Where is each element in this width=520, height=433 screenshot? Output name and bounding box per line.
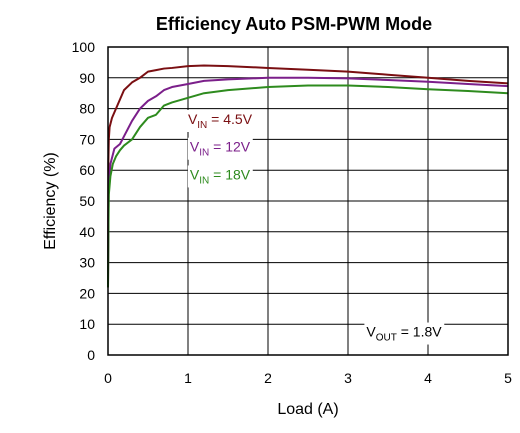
y-tick-label: 80	[79, 101, 95, 117]
annotation-background	[185, 110, 255, 132]
annotation-value: = 1.8V	[397, 324, 442, 340]
plot-frame	[107, 46, 509, 356]
y-tick-label: 40	[79, 224, 95, 240]
annotation-label: VOUT = 1.8V	[366, 324, 442, 344]
y-tick-label: 30	[79, 255, 95, 271]
annotation-label: VIN = 18V	[190, 166, 251, 186]
series-lines	[107, 64, 509, 288]
y-tick-label: 20	[79, 285, 95, 301]
series-line-3	[107, 84, 509, 288]
annotation-background	[187, 137, 253, 160]
annotation-symbol: V	[190, 139, 200, 155]
annotation-subscript: IN	[199, 175, 209, 186]
annotation-subscript: IN	[197, 120, 207, 131]
annotation-value: = 4.5V	[207, 111, 252, 127]
annotation-background	[364, 322, 445, 345]
y-tick-label: 90	[79, 70, 95, 86]
y-tick-label: 60	[79, 162, 95, 178]
x-tick-label: 5	[504, 370, 512, 386]
y-tick-label: 70	[79, 131, 95, 147]
y-tick-label: 0	[87, 347, 95, 363]
x-axis-label: Load (A)	[277, 401, 338, 418]
annotation-subscript: OUT	[376, 333, 397, 344]
chart-title: Efficiency Auto PSM-PWM Mode	[156, 14, 432, 34]
y-tick-label: 50	[79, 193, 95, 209]
y-axis-label: Efficiency (%)	[42, 152, 59, 250]
annotation-value: = 18V	[209, 166, 251, 182]
x-tick-label: 3	[344, 370, 352, 386]
x-tick-label: 2	[264, 370, 272, 386]
series-line-2	[107, 76, 509, 288]
series-line-1	[107, 64, 509, 288]
y-tick-label: 100	[72, 39, 96, 55]
x-tick-label: 1	[184, 370, 192, 386]
x-tick-label: 4	[424, 370, 432, 386]
annotation-symbol: V	[366, 324, 376, 340]
x-tick-label: 0	[104, 370, 112, 386]
annotation-label: VIN = 4.5V	[188, 111, 253, 131]
annotation-symbol: V	[190, 166, 200, 182]
annotation-background	[187, 165, 253, 188]
tick-labels: 0 10 20 30 40 50 60 70 80 90 100 0 1 2 3 4 5	[72, 39, 512, 386]
annotation-label: VIN = 12V	[190, 139, 251, 159]
y-tick-label: 10	[79, 316, 95, 332]
annotation-subscript: IN	[199, 148, 209, 159]
grid-lines	[108, 47, 508, 355]
annotation-symbol: V	[188, 111, 198, 127]
annotation-value: = 12V	[209, 139, 251, 155]
